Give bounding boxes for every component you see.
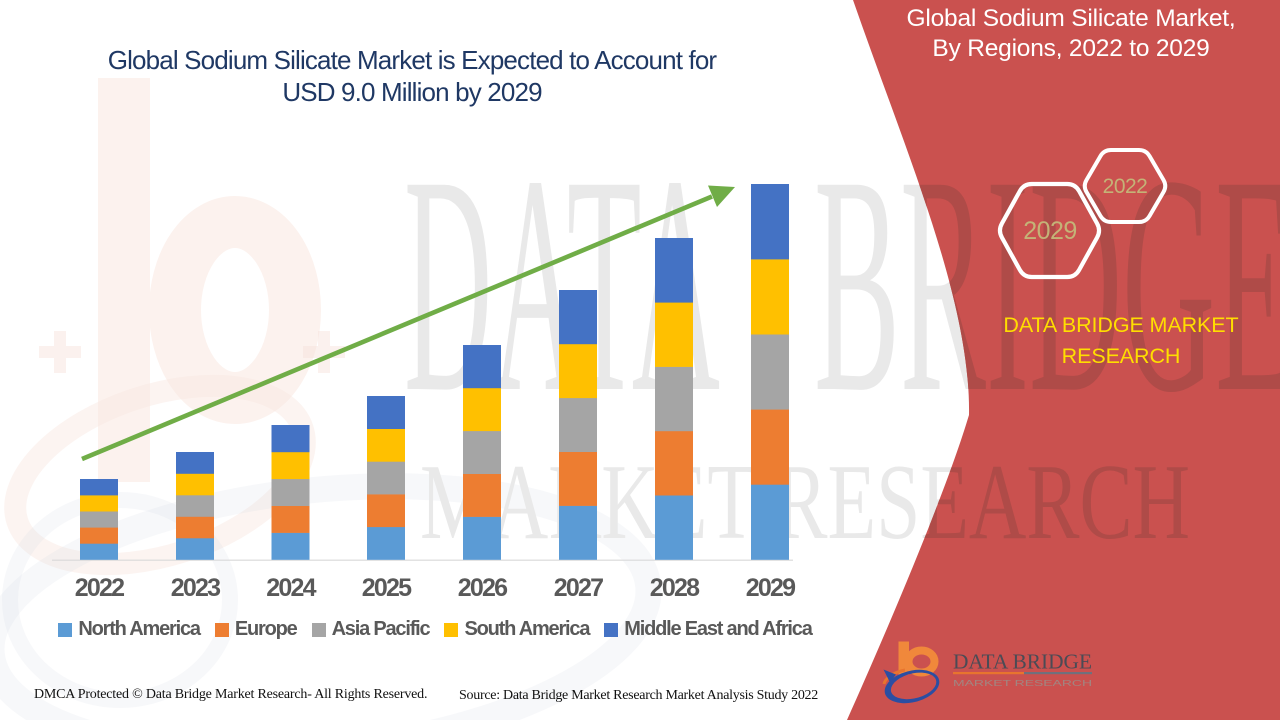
svg-text:DATA BRIDGE: DATA BRIDGE — [953, 650, 1092, 674]
svg-text:MARKET RESEARCH: MARKET RESEARCH — [953, 678, 1092, 688]
